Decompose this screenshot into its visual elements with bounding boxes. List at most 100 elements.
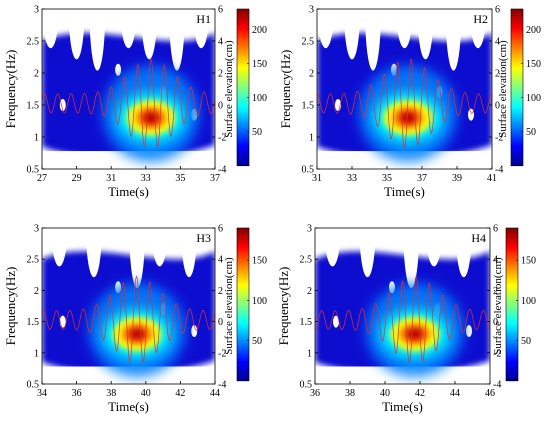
y-tick-label: 0.5 (27, 165, 40, 176)
x-tick-label: 41 (487, 173, 497, 184)
x-tick-label: 42 (175, 388, 185, 399)
y-tick-label: 1 (309, 133, 314, 144)
x-tick-label: 35 (175, 173, 185, 184)
y-axis-label: Frequency(Hz) (3, 267, 18, 346)
x-axis-label: Time(s) (384, 184, 425, 199)
right-y-tick-label: -2 (493, 348, 501, 359)
scalogram-map (317, 9, 492, 169)
y-tick-label: 1 (34, 133, 39, 144)
right-y-tick-label: -4 (493, 380, 501, 391)
colorbar-tick-label: 200 (526, 25, 541, 36)
colorbar-tick-label: 100 (252, 296, 267, 307)
x-tick-label: 39 (452, 173, 462, 184)
x-tick-label: 36 (72, 388, 82, 399)
x-axis-label: Time(s) (108, 184, 149, 199)
colorbar-tick-label: 100 (252, 93, 267, 104)
x-axis-label: Time(s) (108, 399, 149, 414)
colorbar-tick-label: 150 (252, 256, 267, 267)
right-y-tick-label: -2 (495, 133, 503, 144)
right-y-tick-label: 6 (495, 5, 500, 16)
right-y-tick-label: 6 (218, 224, 223, 235)
right-y-tick-label: 4 (493, 255, 498, 266)
plot-frame (314, 227, 491, 385)
y-tick-label: 3 (309, 5, 314, 16)
right-y-axis-label: Surface elevation(cm) (223, 40, 235, 138)
right-y-tick-label: 6 (218, 5, 223, 16)
y-tick-label: 2.5 (300, 255, 313, 266)
right-y-tick-label: 0 (495, 101, 500, 112)
x-tick-label: 34 (37, 388, 47, 399)
right-y-tick-label: -4 (495, 165, 503, 176)
panel-title: H4 (471, 231, 486, 245)
right-y-tick-label: 2 (218, 69, 223, 80)
colorbar-tick-label: 200 (252, 25, 267, 36)
x-tick-label: 40 (141, 388, 151, 399)
x-tick-label: 29 (72, 173, 82, 184)
panel-title: H3 (196, 231, 211, 245)
y-axis-label: Frequency(Hz) (3, 50, 18, 129)
scalogram-map (42, 9, 215, 169)
right-y-tick-label: 6 (493, 224, 498, 235)
right-y-axis-label: Surface elevation(cm) (492, 257, 504, 355)
surface-elevation-line (315, 276, 490, 364)
colorbar-tick-label: 150 (252, 59, 267, 70)
plot-frame (316, 8, 493, 170)
colorbar-tick-label: 150 (526, 59, 541, 70)
right-y-tick-label: 2 (495, 69, 500, 80)
y-tick-label: 2 (307, 286, 312, 297)
colorbar-tick-label: 50 (526, 127, 536, 138)
x-tick-label: 37 (210, 173, 220, 184)
y-tick-label: 2 (34, 286, 39, 297)
panel-title: H2 (473, 12, 488, 26)
panel-title: H1 (196, 12, 211, 26)
surface-elevation-line (42, 57, 215, 148)
y-tick-label: 1.5 (27, 101, 40, 112)
right-y-tick-label: 4 (218, 255, 223, 266)
panel-1: 27 29 31 33 35 37 0.5 1 1.5 2 2.5 3 -4 -2 0 2 4 6 Time(s) F… (3, 5, 267, 200)
x-tick-label: 27 (37, 173, 47, 184)
x-axis-label: Time(s) (382, 399, 423, 414)
y-tick-label: 1 (34, 348, 39, 359)
panel-2: 31 33 35 37 39 41 0.5 1 1.5 2 2.5 3 -4 -2 0 2 4 6 Time(s) F… (278, 5, 541, 200)
scalogram-map (42, 228, 215, 384)
colorbar (236, 227, 250, 382)
y-tick-label: 3 (307, 224, 312, 235)
y-tick-label: 2.5 (302, 37, 315, 48)
right-y-tick-label: 4 (218, 37, 223, 48)
right-y-tick-label: -2 (218, 133, 226, 144)
right-y-tick-label: 0 (493, 317, 498, 328)
colorbar-tick-label: 50 (252, 127, 262, 138)
right-y-tick-label: 4 (495, 37, 500, 48)
plot-frame (41, 8, 216, 170)
colorbar-tick-label: 50 (252, 336, 262, 347)
x-tick-label: 33 (347, 173, 357, 184)
panel-4: 36 38 40 42 44 460.511.522.53-4-20246Time(s)F… (276, 224, 536, 415)
surface-elevation-line (317, 57, 492, 150)
x-tick-label: 44 (450, 388, 460, 399)
right-y-tick-label: -2 (218, 348, 226, 359)
x-tick-label: 38 (106, 388, 116, 399)
colorbar (510, 8, 524, 167)
y-tick-label: 2 (309, 69, 314, 80)
panel-3: 34 36 38 40 42 44 0.5 1 1.5 2 2.5 3 -4 -2 0 2 4 6 Time(s) F… (3, 224, 267, 415)
y-tick-label: 1.5 (300, 317, 313, 328)
x-tick-label: 33 (141, 173, 151, 184)
right-y-tick-label: 2 (493, 286, 498, 297)
surface-elevation-line (42, 275, 215, 364)
x-tick-label: 40 (380, 388, 390, 399)
y-tick-label: 0.5 (27, 380, 40, 391)
x-tick-label: 46 (485, 388, 495, 399)
y-tick-label: 0.5 (300, 380, 313, 391)
y-tick-label: 3 (34, 224, 39, 235)
x-tick-label: 35 (382, 173, 392, 184)
x-tick-label: 38 (345, 388, 355, 399)
y-tick-label: 0.5 (302, 165, 315, 176)
right-y-tick-label: 2 (218, 286, 223, 297)
colorbar-tick-label: 100 (526, 93, 541, 104)
y-tick-label: 2.5 (27, 37, 40, 48)
y-tick-label: 2 (34, 69, 39, 80)
plot-frame (41, 227, 216, 385)
right-y-tick-label: 0 (218, 101, 223, 112)
x-tick-label: 31 (106, 173, 116, 184)
